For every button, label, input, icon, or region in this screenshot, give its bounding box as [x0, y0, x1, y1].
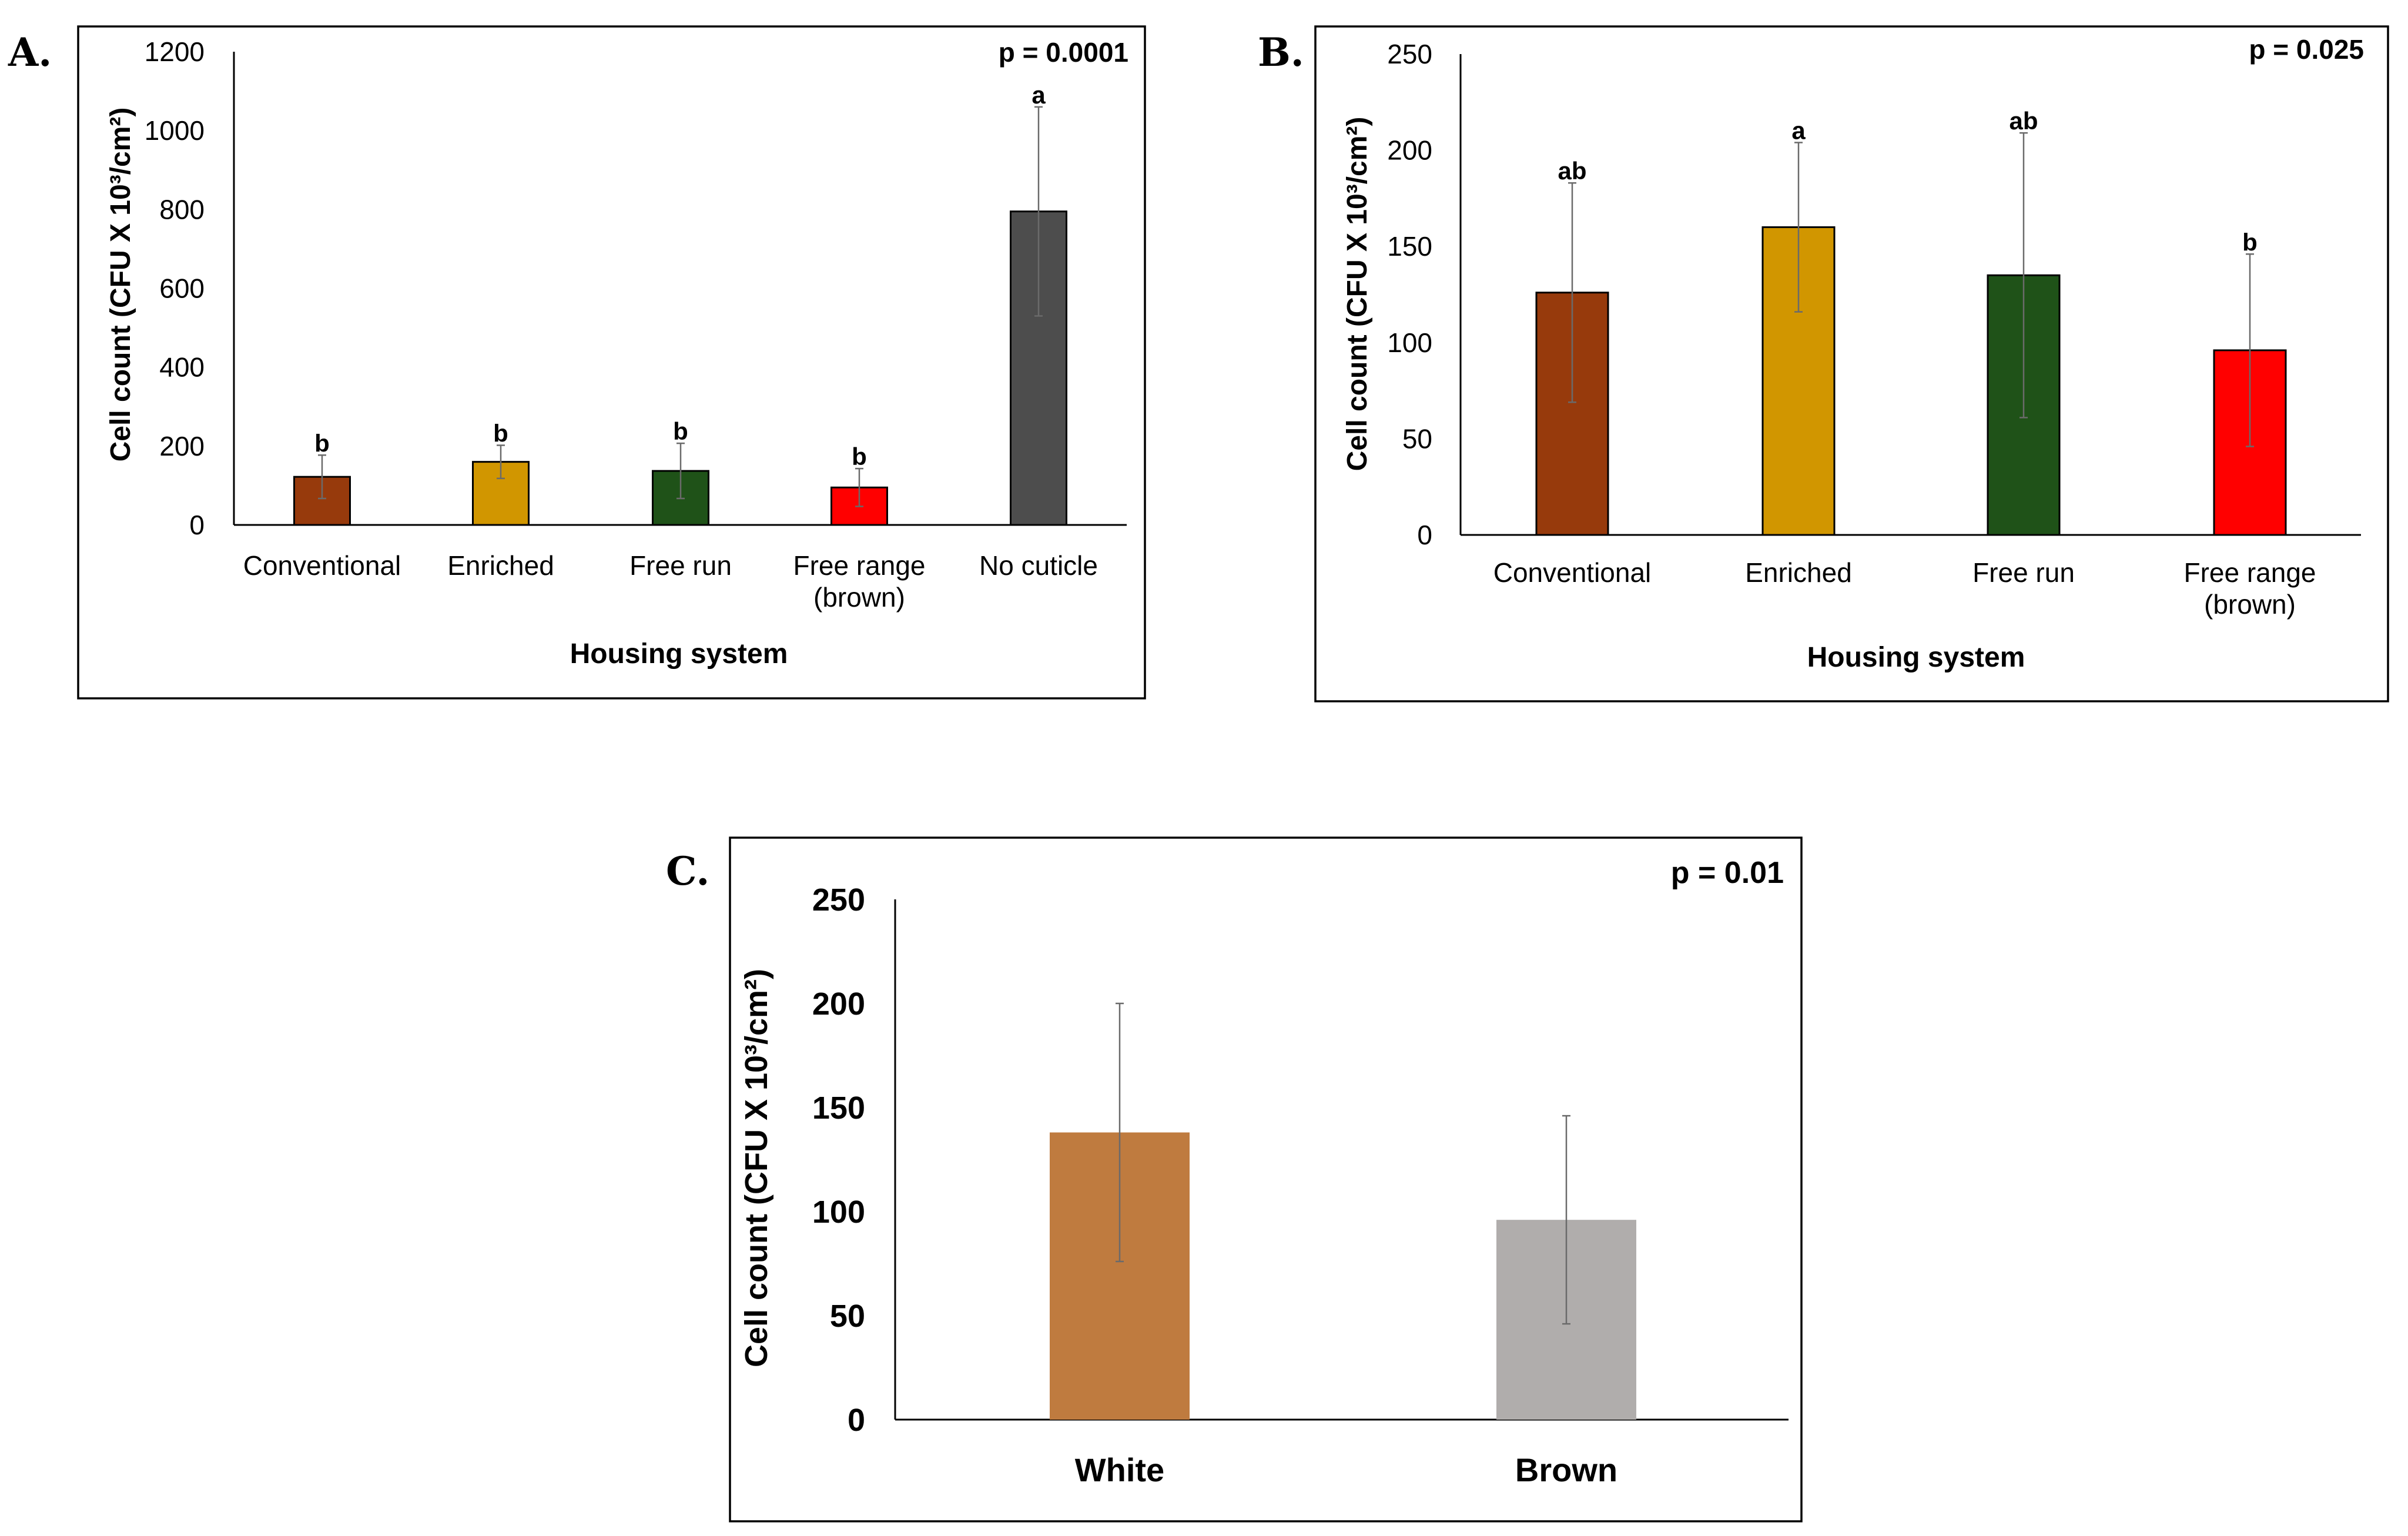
panel-a-significance-letter: b [314, 429, 330, 457]
panel-b-error-bar [1568, 182, 1576, 403]
panel-a-significance-letter: b [852, 443, 867, 470]
panel-b-y-tick-label: 150 [1387, 231, 1432, 262]
panel-b-frame [1314, 25, 2389, 702]
panel-a-significance-letter: a [1031, 81, 1046, 109]
panel-c-error-bar [1116, 1002, 1124, 1263]
panel-a-category-label: No cuticle [979, 550, 1098, 581]
panel-c-y-tick-label: 250 [812, 882, 865, 918]
panel-c-category-label: White [1075, 1451, 1164, 1488]
panel-a-significance-letters: b b b b a [314, 81, 1046, 470]
panel-a-category-label: Free run [629, 550, 732, 581]
panel-a-y-tick-label: 400 [159, 352, 205, 383]
panel-b-y-tick-label: 200 [1387, 135, 1432, 166]
panel-b-category-label: Free range [2183, 557, 2316, 588]
panel-b-error-bars [1568, 132, 2254, 447]
panel-c-p-value: p = 0.01 [1671, 856, 1784, 890]
panel-a-error-bar [497, 444, 505, 480]
panel-c-category-label: Brown [1515, 1451, 1617, 1488]
panel-b-error-bar [2019, 132, 2028, 419]
panel-b-y-tick-label: 100 [1387, 327, 1432, 358]
panel-b-y-tick-label: 0 [1417, 520, 1432, 550]
panel-b-category-label: Conventional [1493, 557, 1652, 588]
panel-b-significance-letter: ab [1558, 157, 1586, 185]
panel-a-error-bar [318, 454, 326, 500]
panel-a-y-ticks: 0 200 400 600 800 1000 1200 [145, 36, 205, 540]
panel-a-y-tick-label: 200 [159, 431, 205, 461]
panel-b-y-tick-label: 250 [1387, 39, 1432, 69]
panel-b-error-bar [2246, 253, 2254, 447]
panel-a-bars [293, 210, 1067, 526]
panel-b-significance-letter: ab [2009, 107, 2038, 135]
panel-a-x-axis-title: Housing system [570, 638, 788, 670]
panel-c-y-ticks: 0 50 100 150 200 250 [812, 882, 865, 1438]
panel-c-error-bar [1562, 1115, 1570, 1325]
panel-b-letter: B. [1258, 29, 1304, 75]
panel-a-significance-letter: b [673, 417, 688, 445]
panel-a-category-label: Enriched [447, 550, 554, 581]
panel-b-y-axis-title: Cell count (CFU X 10³/cm²) [1342, 117, 1373, 471]
panel-b-category-label: Enriched [1745, 557, 1852, 588]
panel-c-y-tick-label: 100 [812, 1194, 865, 1230]
panel-a-category-label: (brown) [813, 582, 905, 613]
panel-b-significance-letter: a [1791, 117, 1806, 145]
panel-c-y-tick-label: 150 [812, 1090, 865, 1126]
panel-a-error-bar [676, 442, 685, 500]
panel-a-error-bar [1034, 106, 1043, 317]
panel-a-y-axis-title: Cell count (CFU X 10³/cm²) [105, 108, 136, 462]
panel-b-significance-letters: ab a ab b [1558, 107, 2257, 256]
panel-c-category-labels: White Brown [1075, 1451, 1617, 1488]
panel-b-category-label: Free run [1972, 557, 2075, 588]
panel-a-category-label: Conventional [243, 550, 401, 581]
panel-b-error-bar [1794, 142, 1803, 313]
panel-b-category-labels: Conventional Enriched Free run Free range(b… [1493, 557, 2316, 620]
panel-a-letter: A. [8, 29, 52, 75]
panel-a-y-tick-label: 0 [189, 510, 205, 540]
panel-b-x-axis-title: Housing system [1807, 642, 2025, 673]
panel-a-error-bars [318, 106, 1043, 507]
panel-b-significance-letter: b [2242, 228, 2258, 256]
panel-a-category-labels: Conventional Enriched Free run Free range(b… [243, 550, 1098, 613]
panel-a-frame [77, 25, 1146, 700]
panel-c-letter: C. [666, 848, 709, 894]
panel-a-significance-letter: b [493, 419, 508, 447]
panel-b: B. p = 0.025 Cell count (CFU X 10³/cm²) … [1258, 25, 2389, 702]
panel-a: A. p = 0.0001 Cell count (CFU X 10³/cm²)… [8, 25, 1146, 700]
panel-a-p-value: p = 0.0001 [999, 37, 1128, 68]
panel-a-error-bar [855, 467, 863, 507]
panel-c-error-bars [1116, 1002, 1570, 1325]
panel-b-y-ticks: 0 50 100 150 200 250 [1387, 39, 1432, 550]
panel-c-y-tick-label: 50 [830, 1299, 865, 1334]
panel-c: C. p = 0.01 Cell count (CFU X 10³/cm²) 0… [666, 836, 1803, 1522]
panel-a-category-label: Free range [793, 550, 925, 581]
panel-b-category-label: (brown) [2204, 589, 2296, 620]
panel-b-p-value: p = 0.025 [2249, 34, 2364, 65]
panel-a-y-tick-label: 1200 [145, 36, 205, 67]
panel-a-y-tick-label: 800 [159, 194, 205, 225]
panel-a-y-tick-label: 600 [159, 273, 205, 304]
panel-c-y-axis-title: Cell count (CFU X 10³/cm²) [739, 969, 774, 1367]
panel-b-y-tick-label: 50 [1402, 423, 1432, 454]
panel-c-y-tick-label: 0 [848, 1403, 865, 1438]
panel-a-bar [1010, 210, 1067, 526]
panel-a-y-tick-label: 1000 [145, 115, 205, 146]
panel-c-y-tick-label: 200 [812, 986, 865, 1022]
